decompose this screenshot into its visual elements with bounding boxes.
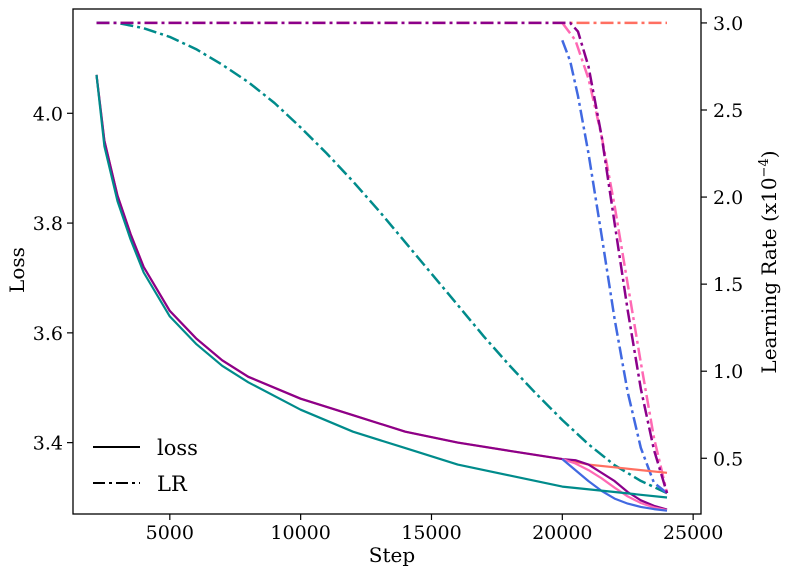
left-tick-label: 3.4 — [33, 433, 63, 455]
left-axis-ticks: 3.4 3.6 3.8 4.0 — [33, 103, 73, 455]
lr-line-1 — [96, 21, 668, 495]
legend-label-loss: loss — [157, 436, 198, 460]
right-axis-title: Learning Rate (x10−4) — [757, 150, 781, 373]
left-tick-label: 3.8 — [33, 213, 63, 235]
plot-frame — [72, 8, 702, 515]
loss-line-0 — [95, 74, 668, 474]
x-tick-label: 25000 — [663, 522, 723, 544]
lr-line-4 — [96, 21, 669, 494]
loss-line-2 — [561, 458, 668, 512]
right-axis-title-suffix: ) — [757, 150, 781, 158]
left-tick-label: 4.0 — [33, 103, 63, 125]
loss-lines — [95, 74, 668, 512]
right-tick-label: 2.0 — [713, 187, 743, 209]
legend-label-lr: LR — [157, 472, 188, 496]
x-axis-title: Step — [369, 543, 415, 567]
loss-line-3 — [561, 458, 668, 512]
legend: loss LR — [93, 436, 198, 496]
loss-line-4 — [95, 74, 668, 499]
left-axis-title: Loss — [5, 247, 29, 293]
x-tick-label: 15000 — [401, 522, 461, 544]
right-axis-title-exponent: −4 — [757, 158, 772, 177]
right-tick-label: 1.0 — [713, 361, 743, 383]
right-tick-label: 0.5 — [713, 448, 743, 470]
x-tick-label: 10000 — [270, 522, 330, 544]
lr-line-2 — [561, 39, 668, 495]
lr-lines — [96, 21, 669, 495]
x-axis-ticks: 5000 10000 15000 20000 25000 — [146, 514, 723, 544]
right-tick-label: 2.5 — [713, 100, 743, 122]
x-tick-label: 5000 — [146, 522, 194, 544]
left-tick-label: 3.6 — [33, 323, 63, 345]
loss-line-1 — [95, 74, 668, 511]
right-axis-title-main: Learning Rate (x10 — [757, 177, 781, 373]
right-tick-label: 3.0 — [713, 13, 743, 35]
lr-line-3 — [561, 22, 669, 494]
x-tick-label: 20000 — [532, 522, 592, 544]
right-tick-label: 1.5 — [713, 274, 743, 296]
right-axis-ticks: 0.5 1.0 1.5 2.0 2.5 3.0 — [701, 13, 743, 470]
